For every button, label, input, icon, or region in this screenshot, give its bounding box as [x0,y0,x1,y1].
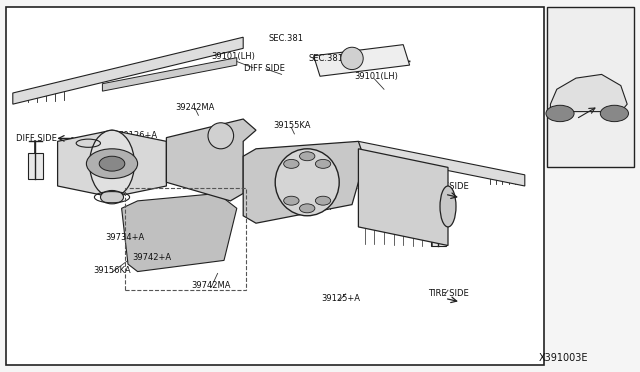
Polygon shape [358,141,525,186]
Circle shape [284,196,299,205]
Polygon shape [102,58,237,91]
Ellipse shape [208,123,234,149]
Text: 39734+A: 39734+A [105,233,145,242]
Text: SEC.381: SEC.381 [269,34,303,43]
Circle shape [316,160,331,169]
Bar [28,153,43,179]
Text: 08310-30610: 08310-30610 [69,137,120,146]
Bar [125,188,246,290]
Circle shape [600,105,628,122]
Circle shape [284,160,299,169]
Text: 39742MA: 39742MA [191,281,231,290]
Text: TIRE SIDE: TIRE SIDE [428,182,468,191]
Text: 39156KA: 39156KA [93,266,131,275]
Circle shape [86,149,138,179]
Polygon shape [314,45,410,76]
Circle shape [300,204,315,213]
Ellipse shape [275,149,339,216]
Polygon shape [166,119,256,201]
Text: SEC.381: SEC.381 [309,54,344,63]
Text: 39242+A: 39242+A [262,153,301,162]
Circle shape [546,105,574,122]
Text: 39242MA: 39242MA [175,103,214,112]
Ellipse shape [440,186,456,227]
Text: 39101(LH): 39101(LH) [211,52,255,61]
Text: 39234+A: 39234+A [324,182,364,191]
Polygon shape [122,193,237,272]
Polygon shape [358,149,448,246]
Polygon shape [550,74,627,112]
Text: DIFF SIDE: DIFF SIDE [16,134,57,143]
Ellipse shape [341,47,364,70]
Text: DIFF SIDE: DIFF SIDE [244,64,285,73]
Text: 39155KA: 39155KA [273,121,310,130]
Text: (3): (3) [94,144,104,153]
Text: 39125+A: 39125+A [321,294,360,303]
Circle shape [316,196,331,205]
Bar [547,7,634,167]
Polygon shape [13,37,243,104]
Ellipse shape [90,130,134,197]
Circle shape [100,190,124,204]
Text: 39742+A: 39742+A [132,253,172,262]
Polygon shape [58,130,166,197]
Bar [431,219,446,246]
Text: X391003E: X391003E [538,353,588,363]
Polygon shape [243,141,365,223]
Text: TIRE SIDE: TIRE SIDE [428,289,468,298]
Circle shape [99,156,125,171]
Bar [6,7,544,365]
Text: 39126+A: 39126+A [118,131,157,140]
Circle shape [300,152,315,161]
Text: 39101(LH): 39101(LH) [355,72,398,81]
